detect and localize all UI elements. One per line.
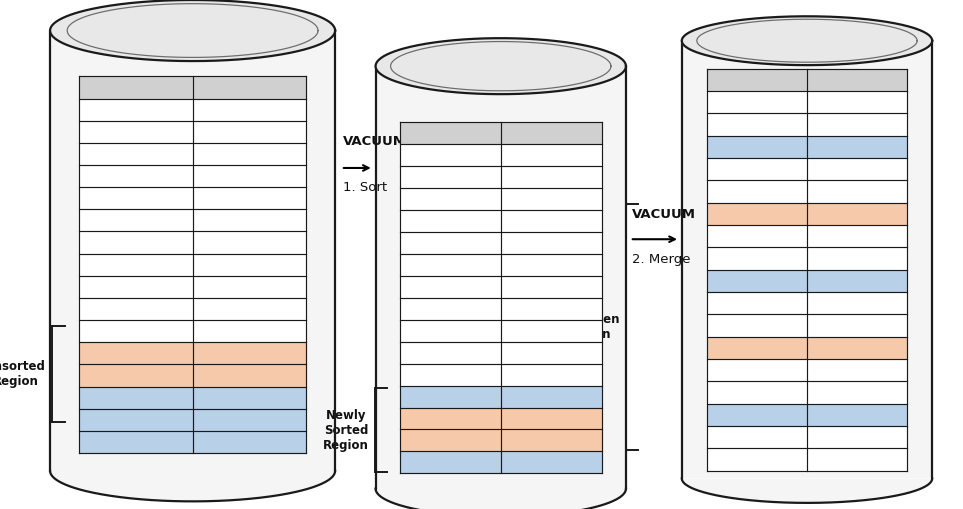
Polygon shape — [400, 298, 602, 320]
Polygon shape — [707, 381, 907, 404]
Polygon shape — [707, 292, 907, 315]
Polygon shape — [400, 144, 602, 166]
Polygon shape — [400, 232, 602, 254]
Polygon shape — [400, 430, 602, 451]
Polygon shape — [400, 363, 602, 386]
Polygon shape — [79, 165, 306, 187]
Polygon shape — [707, 270, 907, 292]
Polygon shape — [707, 404, 907, 426]
Polygon shape — [707, 448, 907, 471]
Polygon shape — [400, 210, 602, 232]
Text: VACUUM: VACUUM — [632, 208, 695, 221]
Text: Unsorted
Region: Unsorted Region — [0, 360, 46, 388]
Polygon shape — [400, 320, 602, 342]
Polygon shape — [707, 337, 907, 359]
Polygon shape — [79, 386, 306, 409]
Polygon shape — [400, 408, 602, 430]
Polygon shape — [400, 166, 602, 188]
Polygon shape — [707, 359, 907, 381]
Polygon shape — [79, 409, 306, 431]
Polygon shape — [707, 203, 907, 225]
Polygon shape — [400, 386, 602, 408]
Polygon shape — [79, 431, 306, 453]
Polygon shape — [79, 320, 306, 342]
Polygon shape — [79, 187, 306, 209]
Polygon shape — [707, 225, 907, 247]
Polygon shape — [79, 121, 306, 143]
Polygon shape — [707, 69, 907, 91]
Polygon shape — [79, 342, 306, 364]
Polygon shape — [400, 122, 602, 144]
Polygon shape — [400, 254, 602, 276]
Polygon shape — [79, 232, 306, 253]
Polygon shape — [707, 180, 907, 203]
Polygon shape — [707, 136, 907, 158]
Polygon shape — [79, 143, 306, 165]
Text: Newly
Sorted
Region: Newly Sorted Region — [323, 409, 369, 452]
Polygon shape — [707, 315, 907, 337]
Polygon shape — [79, 298, 306, 320]
Polygon shape — [50, 31, 335, 471]
Polygon shape — [376, 489, 626, 509]
Text: Rewritten
Portion: Rewritten Portion — [555, 313, 620, 341]
Polygon shape — [400, 188, 602, 210]
Polygon shape — [682, 478, 932, 503]
Polygon shape — [376, 66, 626, 489]
Polygon shape — [79, 209, 306, 232]
Text: 1. Sort: 1. Sort — [343, 181, 387, 194]
Polygon shape — [682, 41, 932, 478]
Polygon shape — [376, 38, 626, 94]
Polygon shape — [707, 91, 907, 114]
Polygon shape — [707, 426, 907, 448]
Polygon shape — [79, 76, 306, 99]
Polygon shape — [50, 471, 335, 501]
Polygon shape — [400, 342, 602, 363]
Polygon shape — [79, 276, 306, 298]
Polygon shape — [707, 247, 907, 270]
Polygon shape — [79, 253, 306, 276]
Polygon shape — [682, 16, 932, 65]
Polygon shape — [79, 99, 306, 121]
Polygon shape — [707, 158, 907, 180]
Polygon shape — [79, 364, 306, 386]
Polygon shape — [400, 276, 602, 298]
Polygon shape — [400, 451, 602, 473]
Text: VACUUM: VACUUM — [343, 134, 406, 148]
Text: 2. Merge: 2. Merge — [632, 253, 690, 266]
Polygon shape — [707, 114, 907, 136]
Polygon shape — [50, 0, 335, 61]
